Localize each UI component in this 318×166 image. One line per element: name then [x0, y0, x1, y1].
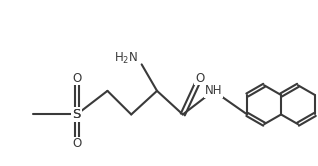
- Text: S: S: [73, 108, 81, 121]
- Text: O: O: [195, 72, 204, 85]
- Text: O: O: [72, 72, 81, 85]
- Text: NH: NH: [205, 84, 222, 97]
- Text: H$_2$N: H$_2$N: [114, 51, 138, 66]
- Text: S: S: [73, 108, 81, 121]
- Text: O: O: [72, 137, 81, 150]
